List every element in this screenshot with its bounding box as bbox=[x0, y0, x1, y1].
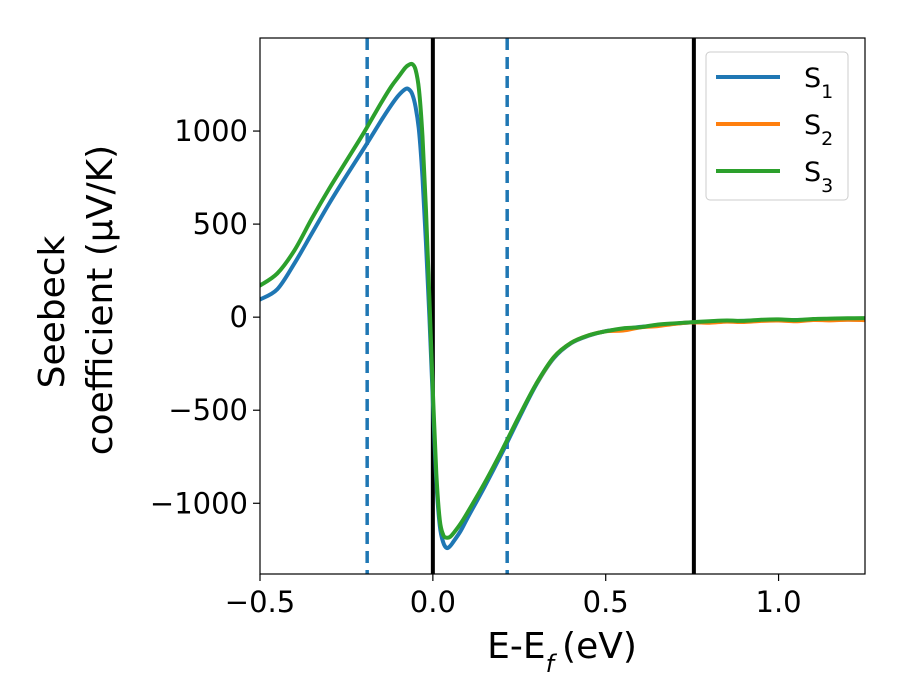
x-tick-label: −0.5 bbox=[225, 585, 295, 619]
y-tick-label: −1000 bbox=[150, 486, 248, 520]
y-axis-label-line1: Seebeck bbox=[32, 235, 73, 388]
series-line-s2 bbox=[534, 317, 865, 386]
legend: S1 S2 S3 bbox=[705, 51, 849, 201]
x-axis-ticks: −0.5 0.0 0.5 1.0 bbox=[225, 574, 802, 619]
reference-lines bbox=[365, 38, 696, 574]
x-tick-label: 1.0 bbox=[756, 585, 802, 619]
y-tick-label: 1000 bbox=[174, 114, 248, 148]
legend-label-s3: S3 bbox=[804, 157, 833, 197]
series-lines bbox=[260, 61, 865, 551]
x-axis-label: E-Ef (eV) bbox=[487, 626, 637, 678]
x-tick-label: 0.0 bbox=[410, 585, 456, 619]
y-tick-label: −500 bbox=[168, 393, 248, 427]
plot-frame bbox=[259, 37, 866, 575]
y-axis-ticks: −1000 −500 0 500 1000 bbox=[150, 114, 260, 520]
series-line-s3 bbox=[260, 61, 865, 540]
legend-label-s1: S1 bbox=[804, 63, 833, 103]
y-tick-label: 500 bbox=[193, 207, 248, 241]
y-axis-label-line2: coefficient (μV/K) bbox=[80, 145, 121, 455]
x-tick-label: 0.5 bbox=[583, 585, 629, 619]
legend-label-s2: S2 bbox=[804, 110, 833, 150]
y-tick-label: 0 bbox=[230, 300, 248, 334]
